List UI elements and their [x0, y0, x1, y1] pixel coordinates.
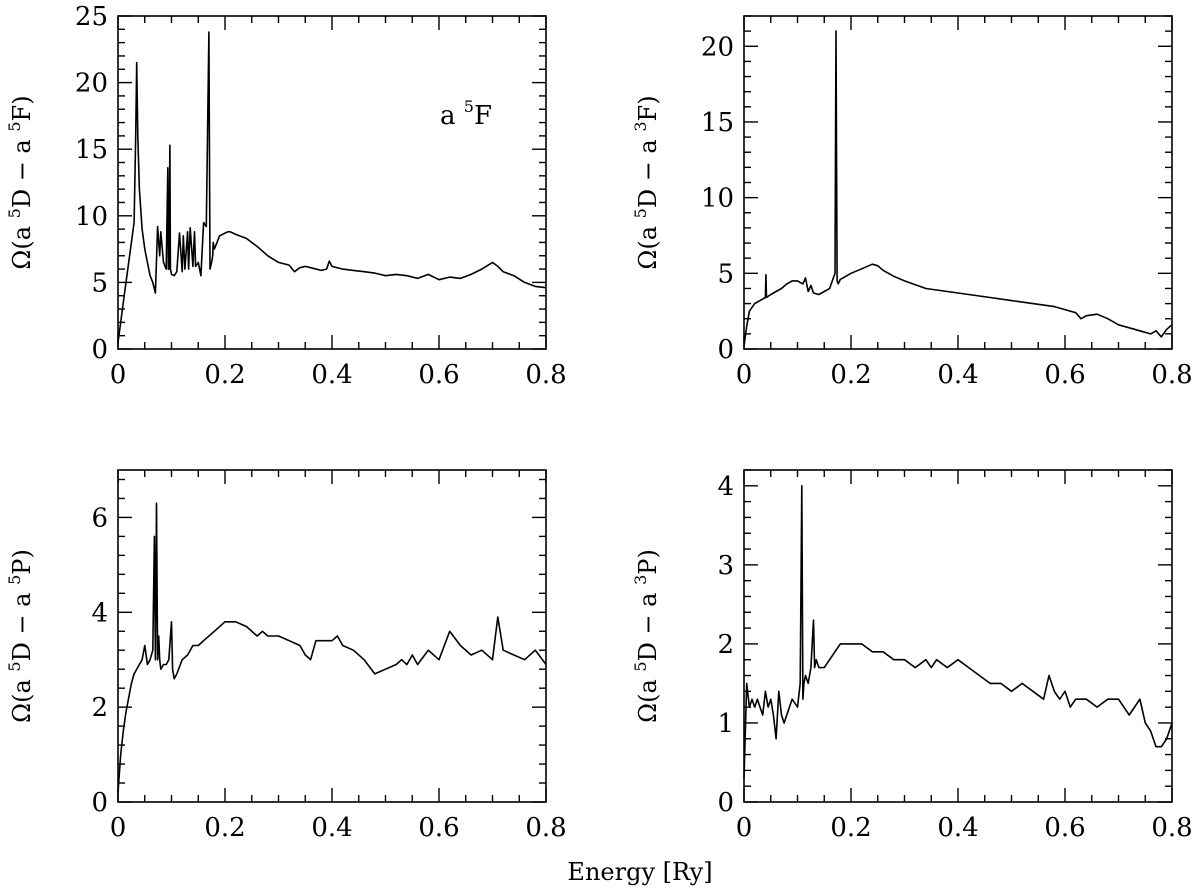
- x-tick-label: 0.4: [937, 360, 978, 390]
- y-tick-label: 2: [91, 693, 108, 723]
- series-line: [743, 30, 1173, 347]
- series-line: [117, 502, 547, 793]
- y-tick-label: 0: [91, 788, 108, 818]
- series-line: [117, 31, 547, 343]
- x-tick-label: 0.2: [204, 813, 245, 843]
- y-tick-label: 10: [701, 184, 734, 214]
- x-tick-label: 0: [736, 360, 753, 390]
- x-tick-label: 0.6: [418, 813, 459, 843]
- y-tick-label: 1: [717, 709, 734, 739]
- y-tick-label: 25: [75, 2, 108, 32]
- x-tick-label: 0.4: [311, 360, 352, 390]
- series-line: [743, 484, 1173, 779]
- y-tick-label: 4: [91, 598, 108, 628]
- x-tick-label: 0.8: [1151, 813, 1192, 843]
- x-tick-label: 0: [110, 360, 127, 390]
- plot-frame: [743, 15, 1173, 350]
- panel-top-left: 0 0.2 0.4 0.6 0.8 0 5 10 15 20 25 Ω(a 5D − a 5F) a 5…: [5, 2, 567, 390]
- y-tick-label: 5: [717, 259, 734, 289]
- y-tick-label: 6: [91, 503, 108, 533]
- x-tick-label: 0.6: [1044, 813, 1085, 843]
- y-axis-label: Ω(a 5D − a 3P): [631, 549, 662, 723]
- x-tick-label: 0.6: [1044, 360, 1085, 390]
- plot-frame: [117, 469, 547, 803]
- x-tick-label: 0.4: [937, 813, 978, 843]
- y-axis-label: Ω(a 5D − a 5P): [5, 549, 36, 723]
- y-axis-label: Ω(a 5D − a 5F): [5, 95, 36, 269]
- y-tick-label: 0: [717, 788, 734, 818]
- plot-frame: [743, 469, 1173, 803]
- y-tick-label: 15: [75, 135, 108, 165]
- panel-bottom-right: 0 0.2 0.4 0.6 0.8 0 1 2 3 4 Ω(a 5D − a 3P): [631, 469, 1193, 843]
- x-tick-label: 0.2: [830, 813, 871, 843]
- x-tick-label: 0: [736, 813, 753, 843]
- x-tick-label: 0.8: [1151, 360, 1192, 390]
- panel-top-right: 0 0.2 0.4 0.6 0.8 0 5 10 15 20 Ω(a 5D − a 3F): [631, 15, 1193, 390]
- y-tick-label: 3: [717, 551, 734, 581]
- y-tick-label: 5: [91, 268, 108, 298]
- x-tick-label: 0.2: [204, 360, 245, 390]
- y-tick-label: 20: [75, 69, 108, 99]
- y-axis-label: Ω(a 5D − a 3F): [631, 95, 662, 269]
- x-tick-label: 0.8: [525, 813, 566, 843]
- y-tick-label: 0: [91, 335, 108, 365]
- x-tick-label: 0.8: [525, 360, 566, 390]
- x-tick-label: 0.4: [311, 813, 352, 843]
- panel-annotation: a 5F: [440, 97, 492, 131]
- y-tick-label: 10: [75, 202, 108, 232]
- panel-bottom-left: 0 0.2 0.4 0.6 0.8 0 2 4 6 Ω(a 5D − a 5P): [5, 469, 567, 843]
- plot-frame: [117, 15, 547, 350]
- y-tick-label: 15: [701, 108, 734, 138]
- y-tick-label: 4: [717, 472, 734, 502]
- x-tick-label: 0.2: [830, 360, 871, 390]
- x-tick-label: 0: [110, 813, 127, 843]
- y-tick-label: 20: [701, 32, 734, 62]
- x-tick-label: 0.6: [418, 360, 459, 390]
- x-axis-label: Energy [Ry]: [567, 858, 712, 886]
- y-tick-label: 0: [717, 335, 734, 365]
- y-tick-label: 2: [717, 630, 734, 660]
